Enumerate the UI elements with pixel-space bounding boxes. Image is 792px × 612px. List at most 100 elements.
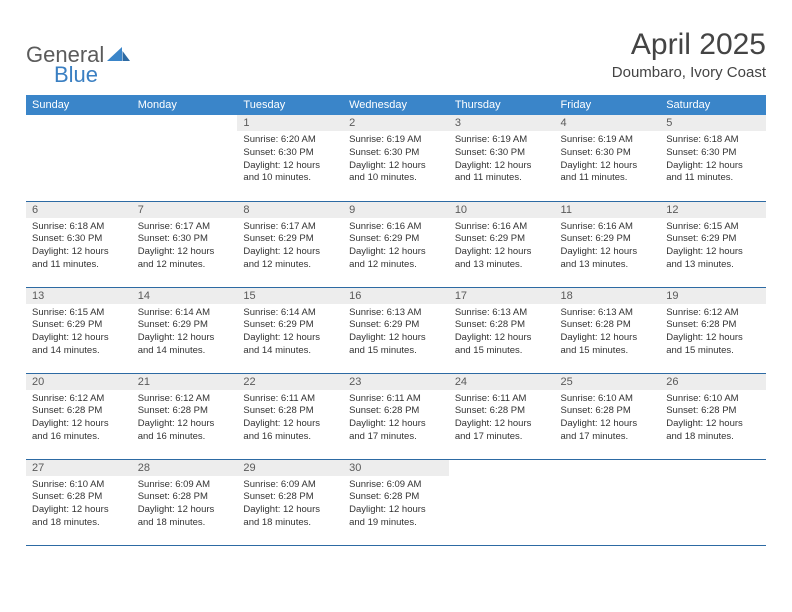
day-number: 19 bbox=[660, 288, 766, 304]
day-number: 14 bbox=[132, 288, 238, 304]
day-content: Sunrise: 6:10 AMSunset: 6:28 PMDaylight:… bbox=[555, 390, 661, 449]
day-number: 18 bbox=[555, 288, 661, 304]
calendar-cell: 27Sunrise: 6:10 AMSunset: 6:28 PMDayligh… bbox=[26, 459, 132, 545]
day-number: 27 bbox=[26, 460, 132, 476]
day-content: Sunrise: 6:10 AMSunset: 6:28 PMDaylight:… bbox=[660, 390, 766, 449]
calendar-cell: 30Sunrise: 6:09 AMSunset: 6:28 PMDayligh… bbox=[343, 459, 449, 545]
day-number: 29 bbox=[237, 460, 343, 476]
calendar-cell: 7Sunrise: 6:17 AMSunset: 6:30 PMDaylight… bbox=[132, 201, 238, 287]
day-content: Sunrise: 6:12 AMSunset: 6:28 PMDaylight:… bbox=[132, 390, 238, 449]
calendar-cell: 12Sunrise: 6:15 AMSunset: 6:29 PMDayligh… bbox=[660, 201, 766, 287]
calendar-cell: 2Sunrise: 6:19 AMSunset: 6:30 PMDaylight… bbox=[343, 115, 449, 201]
day-number: 23 bbox=[343, 374, 449, 390]
day-content: Sunrise: 6:17 AMSunset: 6:30 PMDaylight:… bbox=[132, 218, 238, 277]
calendar-row: 6Sunrise: 6:18 AMSunset: 6:30 PMDaylight… bbox=[26, 201, 766, 287]
day-number: 17 bbox=[449, 288, 555, 304]
day-number: 3 bbox=[449, 115, 555, 131]
day-content: Sunrise: 6:20 AMSunset: 6:30 PMDaylight:… bbox=[237, 131, 343, 190]
weekday-header: Friday bbox=[555, 95, 661, 115]
calendar-cell: 9Sunrise: 6:16 AMSunset: 6:29 PMDaylight… bbox=[343, 201, 449, 287]
calendar-cell: 13Sunrise: 6:15 AMSunset: 6:29 PMDayligh… bbox=[26, 287, 132, 373]
day-number: 5 bbox=[660, 115, 766, 131]
day-number: 15 bbox=[237, 288, 343, 304]
day-number: 9 bbox=[343, 202, 449, 218]
day-content: Sunrise: 6:15 AMSunset: 6:29 PMDaylight:… bbox=[26, 304, 132, 363]
day-content: Sunrise: 6:14 AMSunset: 6:29 PMDaylight:… bbox=[237, 304, 343, 363]
calendar-cell: 29Sunrise: 6:09 AMSunset: 6:28 PMDayligh… bbox=[237, 459, 343, 545]
day-number: 6 bbox=[26, 202, 132, 218]
day-number: 8 bbox=[237, 202, 343, 218]
calendar-cell-empty bbox=[26, 115, 132, 201]
day-number: 21 bbox=[132, 374, 238, 390]
day-content: Sunrise: 6:11 AMSunset: 6:28 PMDaylight:… bbox=[449, 390, 555, 449]
day-number: 25 bbox=[555, 374, 661, 390]
calendar-cell: 8Sunrise: 6:17 AMSunset: 6:29 PMDaylight… bbox=[237, 201, 343, 287]
calendar-body: 1Sunrise: 6:20 AMSunset: 6:30 PMDaylight… bbox=[26, 115, 766, 545]
calendar-row: 20Sunrise: 6:12 AMSunset: 6:28 PMDayligh… bbox=[26, 373, 766, 459]
calendar-table: Sunday Monday Tuesday Wednesday Thursday… bbox=[26, 95, 766, 546]
day-content: Sunrise: 6:19 AMSunset: 6:30 PMDaylight:… bbox=[555, 131, 661, 190]
day-content: Sunrise: 6:11 AMSunset: 6:28 PMDaylight:… bbox=[237, 390, 343, 449]
calendar-cell: 18Sunrise: 6:13 AMSunset: 6:28 PMDayligh… bbox=[555, 287, 661, 373]
calendar-cell-empty bbox=[660, 459, 766, 545]
calendar-cell: 3Sunrise: 6:19 AMSunset: 6:30 PMDaylight… bbox=[449, 115, 555, 201]
day-number: 24 bbox=[449, 374, 555, 390]
day-content: Sunrise: 6:19 AMSunset: 6:30 PMDaylight:… bbox=[343, 131, 449, 190]
logo-stacked: General Blue bbox=[26, 36, 131, 88]
calendar-cell: 26Sunrise: 6:10 AMSunset: 6:28 PMDayligh… bbox=[660, 373, 766, 459]
day-number: 16 bbox=[343, 288, 449, 304]
location: Doumbaro, Ivory Coast bbox=[612, 64, 766, 81]
weekday-header: Wednesday bbox=[343, 95, 449, 115]
calendar-cell: 23Sunrise: 6:11 AMSunset: 6:28 PMDayligh… bbox=[343, 373, 449, 459]
day-number: 22 bbox=[237, 374, 343, 390]
calendar-cell: 17Sunrise: 6:13 AMSunset: 6:28 PMDayligh… bbox=[449, 287, 555, 373]
day-number: 11 bbox=[555, 202, 661, 218]
month-title: April 2025 bbox=[612, 28, 766, 62]
weekday-header: Tuesday bbox=[237, 95, 343, 115]
day-number: 4 bbox=[555, 115, 661, 131]
calendar-cell: 22Sunrise: 6:11 AMSunset: 6:28 PMDayligh… bbox=[237, 373, 343, 459]
day-number: 26 bbox=[660, 374, 766, 390]
calendar-cell: 4Sunrise: 6:19 AMSunset: 6:30 PMDaylight… bbox=[555, 115, 661, 201]
day-content: Sunrise: 6:18 AMSunset: 6:30 PMDaylight:… bbox=[26, 218, 132, 277]
day-content: Sunrise: 6:17 AMSunset: 6:29 PMDaylight:… bbox=[237, 218, 343, 277]
day-content: Sunrise: 6:09 AMSunset: 6:28 PMDaylight:… bbox=[132, 476, 238, 535]
day-content: Sunrise: 6:14 AMSunset: 6:29 PMDaylight:… bbox=[132, 304, 238, 363]
calendar-cell: 15Sunrise: 6:14 AMSunset: 6:29 PMDayligh… bbox=[237, 287, 343, 373]
calendar-cell: 28Sunrise: 6:09 AMSunset: 6:28 PMDayligh… bbox=[132, 459, 238, 545]
logo-triangle-icon bbox=[107, 46, 131, 67]
day-number: 13 bbox=[26, 288, 132, 304]
title-block: April 2025 Doumbaro, Ivory Coast bbox=[612, 28, 766, 81]
day-content: Sunrise: 6:13 AMSunset: 6:29 PMDaylight:… bbox=[343, 304, 449, 363]
calendar-cell: 1Sunrise: 6:20 AMSunset: 6:30 PMDaylight… bbox=[237, 115, 343, 201]
day-content: Sunrise: 6:11 AMSunset: 6:28 PMDaylight:… bbox=[343, 390, 449, 449]
calendar-cell: 24Sunrise: 6:11 AMSunset: 6:28 PMDayligh… bbox=[449, 373, 555, 459]
calendar-cell: 10Sunrise: 6:16 AMSunset: 6:29 PMDayligh… bbox=[449, 201, 555, 287]
calendar-cell: 14Sunrise: 6:14 AMSunset: 6:29 PMDayligh… bbox=[132, 287, 238, 373]
weekday-header: Thursday bbox=[449, 95, 555, 115]
day-number: 10 bbox=[449, 202, 555, 218]
day-content: Sunrise: 6:19 AMSunset: 6:30 PMDaylight:… bbox=[449, 131, 555, 190]
calendar-cell: 21Sunrise: 6:12 AMSunset: 6:28 PMDayligh… bbox=[132, 373, 238, 459]
calendar-cell-empty bbox=[555, 459, 661, 545]
day-content: Sunrise: 6:16 AMSunset: 6:29 PMDaylight:… bbox=[555, 218, 661, 277]
day-content: Sunrise: 6:10 AMSunset: 6:28 PMDaylight:… bbox=[26, 476, 132, 535]
calendar-cell: 19Sunrise: 6:12 AMSunset: 6:28 PMDayligh… bbox=[660, 287, 766, 373]
calendar-cell-empty bbox=[132, 115, 238, 201]
calendar-row: 13Sunrise: 6:15 AMSunset: 6:29 PMDayligh… bbox=[26, 287, 766, 373]
weekday-header: Saturday bbox=[660, 95, 766, 115]
day-number: 20 bbox=[26, 374, 132, 390]
calendar-cell: 20Sunrise: 6:12 AMSunset: 6:28 PMDayligh… bbox=[26, 373, 132, 459]
calendar-row: 1Sunrise: 6:20 AMSunset: 6:30 PMDaylight… bbox=[26, 115, 766, 201]
day-number: 12 bbox=[660, 202, 766, 218]
weekday-header: Monday bbox=[132, 95, 238, 115]
day-content: Sunrise: 6:13 AMSunset: 6:28 PMDaylight:… bbox=[555, 304, 661, 363]
day-number: 28 bbox=[132, 460, 238, 476]
calendar-cell: 16Sunrise: 6:13 AMSunset: 6:29 PMDayligh… bbox=[343, 287, 449, 373]
calendar-cell-empty bbox=[449, 459, 555, 545]
header: General April 2025 Doumbaro, Ivory Coast bbox=[26, 28, 766, 81]
calendar-cell: 5Sunrise: 6:18 AMSunset: 6:30 PMDaylight… bbox=[660, 115, 766, 201]
calendar-cell: 25Sunrise: 6:10 AMSunset: 6:28 PMDayligh… bbox=[555, 373, 661, 459]
weekday-header: Sunday bbox=[26, 95, 132, 115]
day-number: 1 bbox=[237, 115, 343, 131]
